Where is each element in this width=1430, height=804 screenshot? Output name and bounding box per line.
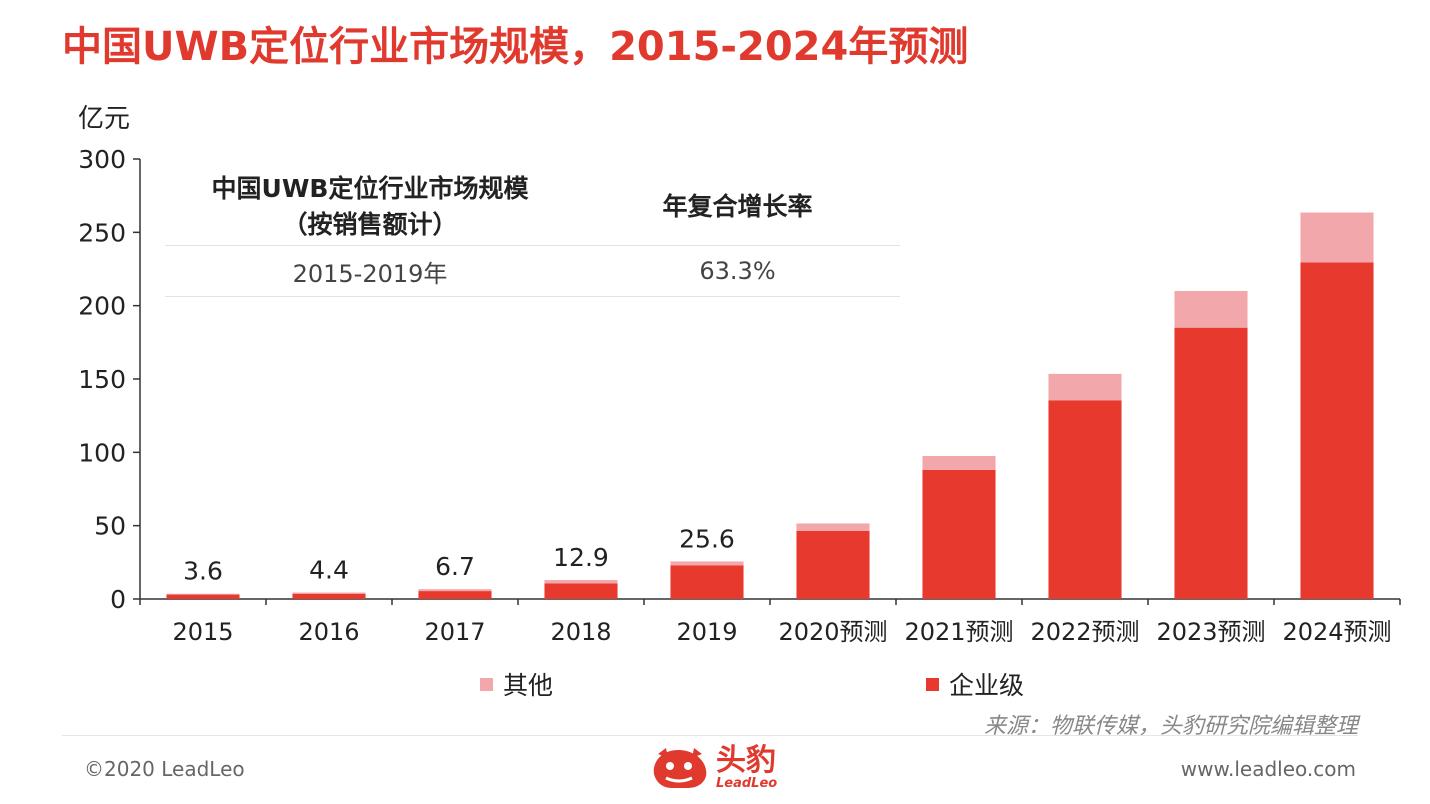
bar-other [1174, 291, 1248, 328]
bar-enterprise [796, 530, 870, 599]
bar-enterprise [670, 565, 744, 599]
y-tick-label: 50 [94, 512, 126, 541]
bar-enterprise [1300, 262, 1374, 599]
x-tick-label: 2018 [550, 618, 611, 646]
bar-other [1048, 373, 1122, 401]
bar-other [1300, 212, 1374, 263]
bar-other [166, 593, 240, 595]
x-tick-label: 2016 [298, 618, 359, 646]
bar-other [418, 589, 492, 592]
x-tick-label: 2019 [676, 618, 737, 646]
y-tick-label: 300 [78, 145, 126, 174]
x-tick-label: 2020预测 [778, 618, 887, 646]
bar-enterprise [1048, 400, 1122, 599]
logo-text-cn: 头豹 [716, 742, 776, 778]
bar-enterprise [1174, 327, 1248, 599]
leadleo-logo: 头豹 LeadLeo [648, 744, 777, 792]
bar-total-label: 25.6 [679, 524, 735, 553]
bar-total-label: 3.6 [183, 557, 223, 586]
bar-other [796, 523, 870, 531]
copyright: ©2020 LeadLeo [84, 757, 245, 781]
x-tick-label: 2015 [172, 618, 233, 646]
bar-enterprise [166, 594, 240, 599]
legend-item-other: 其他 [480, 666, 553, 702]
legend-label-enterprise: 企业级 [949, 671, 1025, 700]
cagr-header-line1: 中国UWB定位行业市场规模 [211, 174, 529, 203]
y-tick-label: 250 [78, 218, 126, 247]
bar-enterprise [544, 583, 618, 599]
bar-other [544, 580, 618, 584]
chart-title: 中国UWB定位行业市场规模，2015-2024年预测 [62, 24, 969, 70]
bar-total-label: 6.7 [435, 552, 475, 581]
legend-item-enterprise: 企业级 [926, 666, 1024, 702]
bar-other [922, 456, 996, 470]
bar-total-label: 4.4 [309, 556, 349, 585]
cagr-header-rate: 年复合增长率 [575, 165, 900, 245]
y-tick-label: 0 [110, 585, 126, 614]
bar-enterprise [292, 593, 366, 599]
logo-text-en: LeadLeo [716, 775, 778, 791]
x-tick-label: 2021预测 [904, 618, 1013, 646]
y-tick-label: 100 [78, 438, 126, 467]
y-tick-label: 200 [78, 292, 126, 321]
x-tick-label: 2023预测 [1156, 618, 1265, 646]
cagr-rate: 63.3% [699, 257, 776, 285]
bar-other [292, 592, 366, 594]
cagr-table-header: 中国UWB定位行业市场规模 （按销售额计） 年复合增长率 [165, 165, 900, 246]
bar-enterprise [418, 591, 492, 599]
cagr-header-market-size: 中国UWB定位行业市场规模 （按销售额计） [165, 165, 575, 245]
cagr-table: 中国UWB定位行业市场规模 （按销售额计） 年复合增长率 2015-2019年 … [165, 165, 900, 297]
y-axis-unit: 亿元 [78, 104, 131, 134]
legend-label-other: 其他 [503, 671, 554, 700]
cagr-header-rate-label: 年复合增长率 [662, 192, 813, 221]
cagr-table-row: 2015-2019年 63.3% [165, 246, 900, 297]
x-tick-label: 2022预测 [1030, 618, 1139, 646]
y-tick-label: 150 [78, 365, 126, 394]
bar-enterprise [922, 469, 996, 599]
cagr-period: 2015-2019年 [292, 259, 448, 288]
bar-other [670, 561, 744, 566]
legend-swatch-other [480, 677, 493, 691]
x-tick-label: 2017 [424, 618, 485, 646]
leopard-head-icon [653, 748, 707, 788]
cagr-header-line2: （按销售额计） [282, 210, 458, 239]
website-link[interactable]: www.leadleo.com [1180, 757, 1356, 781]
x-tick-label: 2024预测 [1282, 618, 1391, 646]
bar-total-label: 12.9 [553, 543, 609, 572]
legend-swatch-enterprise [926, 677, 939, 691]
source-note: 来源：物联传媒，头豹研究院编辑整理 [983, 714, 1358, 739]
footer-divider [62, 735, 1358, 736]
